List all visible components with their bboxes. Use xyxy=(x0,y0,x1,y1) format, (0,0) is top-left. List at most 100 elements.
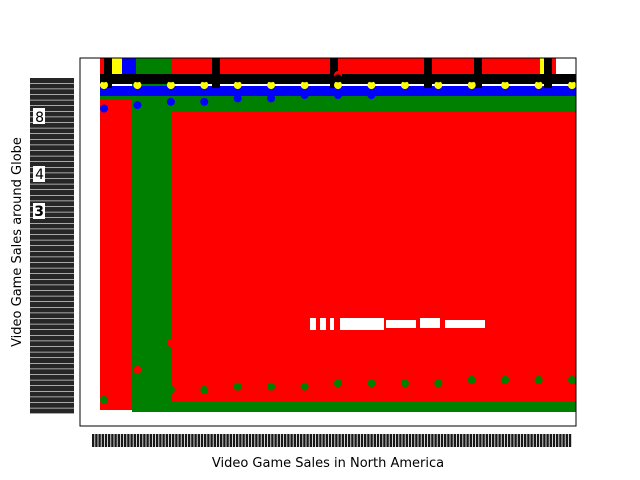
y-tick-clutter-12 xyxy=(30,145,74,151)
black-series-stub-2 xyxy=(330,58,338,88)
y-tick-clutter-30 xyxy=(30,246,74,251)
y-tick-gap-1 xyxy=(33,166,45,182)
x-tick-clutter-26 xyxy=(175,434,178,447)
series-4-point-5 xyxy=(267,74,276,83)
series-3-point-5 xyxy=(267,81,276,90)
x-tick-clutter-105 xyxy=(428,434,431,447)
x-tick-clutter-51 xyxy=(255,434,258,447)
x-tick-clutter-89 xyxy=(376,434,380,447)
x-tick-clutter-94 xyxy=(392,434,396,447)
series-1-point-10 xyxy=(434,379,443,388)
y-tick-clutter-51 xyxy=(30,363,74,369)
series-2-point-1 xyxy=(133,101,142,110)
y-tick-clutter-49 xyxy=(30,352,74,358)
y-tick-clutter-17 xyxy=(30,173,74,179)
x-tick-clutter-32 xyxy=(194,434,197,447)
x-tick-clutter-137 xyxy=(530,434,533,447)
y-tick-clutter-21 xyxy=(30,195,74,201)
x-tick-clutter-78 xyxy=(341,434,344,447)
x-tick-clutter-96 xyxy=(399,434,402,447)
series-3-point-12 xyxy=(501,81,510,90)
white-gap-1 xyxy=(320,318,326,330)
x-tick-clutter-70 xyxy=(316,434,319,447)
x-tick-clutter-30 xyxy=(188,434,191,447)
series-2-point-7 xyxy=(334,91,342,100)
y-tick-clutter-8 xyxy=(30,122,74,128)
y-tick-clutter-38 xyxy=(30,290,74,296)
series-2-point-11 xyxy=(467,87,476,96)
x-tick-clutter-52 xyxy=(258,434,261,447)
series-1-point-11 xyxy=(467,375,476,384)
x-tick-clutter-7 xyxy=(114,434,117,447)
y-tick-label-4: 4 xyxy=(35,167,44,183)
x-tick-clutter-3 xyxy=(101,434,104,447)
y-tick-clutter-29 xyxy=(30,240,74,246)
x-tick-clutter-99 xyxy=(408,434,412,447)
y-axis-label: Video Game Sales around Globe xyxy=(10,137,25,347)
series-4-point-1 xyxy=(133,74,142,83)
black-series-stub-0 xyxy=(104,58,112,88)
y-tick-clutter-42 xyxy=(30,313,74,319)
series-3-point-2 xyxy=(166,81,175,90)
y-tick-clutter-10 xyxy=(30,134,74,139)
series-3-point-13 xyxy=(534,81,543,90)
series-1-point-2 xyxy=(166,385,175,394)
x-tick-clutter-102 xyxy=(418,434,421,447)
series-2-point-6 xyxy=(300,91,309,100)
y-tick-clutter-44 xyxy=(30,324,74,330)
series-4-point-7 xyxy=(334,74,342,83)
x-tick-clutter-60 xyxy=(284,434,287,447)
y-tick-clutter-0 xyxy=(30,78,74,83)
y-tick-clutter-20 xyxy=(30,190,74,195)
y-tick-clutter-39 xyxy=(30,296,74,302)
y-tick-clutter-41 xyxy=(30,307,74,313)
y-tick-clutter-15 xyxy=(30,162,74,167)
x-tick-clutter-128 xyxy=(501,434,504,447)
series-1-point-6 xyxy=(300,382,309,391)
series-1-point-14 xyxy=(568,375,576,384)
x-tick-clutter-132 xyxy=(514,434,517,447)
x-tick-clutter-61 xyxy=(287,434,290,447)
y-tick-clutter-52 xyxy=(30,369,74,375)
x-tick-clutter-91 xyxy=(383,434,386,447)
x-tick-clutter-58 xyxy=(277,434,280,447)
x-tick-clutter-81 xyxy=(351,434,354,447)
x-tick-clutter-73 xyxy=(325,434,328,447)
y-tick-clutter-23 xyxy=(30,206,74,212)
x-tick-clutter-14 xyxy=(136,434,140,447)
series-4-point-6 xyxy=(300,74,309,83)
y-tick-clutter-55 xyxy=(30,386,74,391)
x-tick-clutter-2 xyxy=(98,434,101,447)
plot-frame xyxy=(79,57,577,427)
y-tick-clutter-7 xyxy=(30,117,74,123)
x-tick-clutter-111 xyxy=(447,434,450,447)
y-tick-clutter-4 xyxy=(30,100,74,106)
y-tick-clutter-32 xyxy=(30,257,74,263)
x-tick-clutter-71 xyxy=(319,434,322,447)
x-tick-clutter-110 xyxy=(444,434,447,447)
x-tick-clutter-106 xyxy=(431,434,434,447)
x-tick-clutter-104 xyxy=(424,434,428,447)
x-tick-clutter-18 xyxy=(149,434,152,447)
y-tick-clutter-2 xyxy=(30,89,74,95)
x-tick-clutter-140 xyxy=(540,434,543,447)
black-series-stub-3 xyxy=(424,58,432,88)
y-tick-gap-2 xyxy=(33,203,45,219)
y-tick-clutter-11 xyxy=(30,139,74,145)
y-tick-clutter-9 xyxy=(30,128,74,134)
black-series-stub-5 xyxy=(544,58,552,88)
x-tick-clutter-6 xyxy=(111,434,114,447)
x-tick-clutter-53 xyxy=(261,434,264,447)
y-tick-label-8: 8 xyxy=(35,110,44,126)
series-4-point-2 xyxy=(166,74,175,83)
x-tick-clutter-59 xyxy=(280,434,284,447)
red-series-body xyxy=(100,108,576,410)
x-tick-clutter-50 xyxy=(252,434,255,447)
x-tick-clutter-66 xyxy=(303,434,306,447)
x-tick-clutter-44 xyxy=(232,434,236,447)
series-3-point-10 xyxy=(434,81,443,90)
green-series-top-band xyxy=(100,94,576,112)
y-tick-clutter-1 xyxy=(30,83,74,89)
x-tick-clutter-88 xyxy=(373,434,376,447)
x-tick-clutter-121 xyxy=(479,434,482,447)
